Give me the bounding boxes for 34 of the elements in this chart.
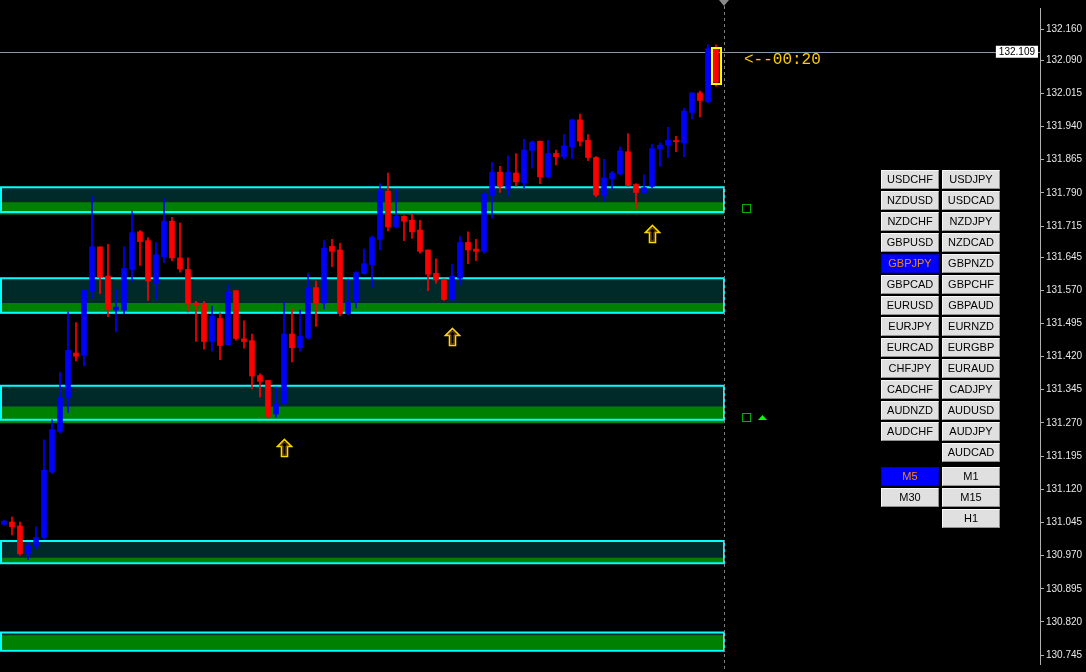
candlestick [665, 127, 671, 158]
y-tick-label: 131.790 [1046, 186, 1083, 198]
y-tick-label: 131.420 [1046, 350, 1083, 362]
y-tick-label: 131.345 [1046, 383, 1083, 395]
y-tick-label: 131.865 [1046, 153, 1083, 165]
ref-line-label: 132.109 [998, 46, 1036, 58]
candlestick [473, 239, 479, 261]
candlestick [465, 231, 471, 265]
y-tick-label: 131.495 [1046, 317, 1083, 329]
y-tick-label: 131.715 [1046, 219, 1083, 231]
y-tick-label: 130.895 [1046, 582, 1083, 594]
y-tick-label: 131.045 [1046, 516, 1083, 528]
candlestick [673, 135, 679, 153]
y-tick-label: 131.940 [1046, 120, 1083, 132]
y-tick-label: 130.745 [1046, 648, 1083, 660]
y-tick-label: 132.090 [1046, 53, 1083, 65]
candlestick [329, 239, 335, 268]
y-tick-label: 131.645 [1046, 250, 1083, 262]
y-tick-label: 130.820 [1046, 615, 1083, 627]
y-tick-label: 132.160 [1046, 22, 1083, 34]
candlestick [241, 320, 247, 349]
y-tick-label: 132.015 [1046, 87, 1083, 99]
candlestick [257, 373, 263, 398]
y-tick-label: 131.570 [1046, 283, 1083, 295]
y-tick-label: 131.270 [1046, 416, 1083, 428]
candlestick [289, 308, 295, 363]
candlestick [657, 142, 663, 167]
y-tick-label: 131.195 [1046, 449, 1083, 461]
candlestick [177, 222, 183, 273]
candlestick [401, 215, 407, 241]
candlestick [513, 153, 519, 187]
y-tick-label: 131.120 [1046, 483, 1083, 495]
annotation: <--00:20 [744, 50, 821, 69]
y-tick-label: 130.970 [1046, 549, 1083, 561]
